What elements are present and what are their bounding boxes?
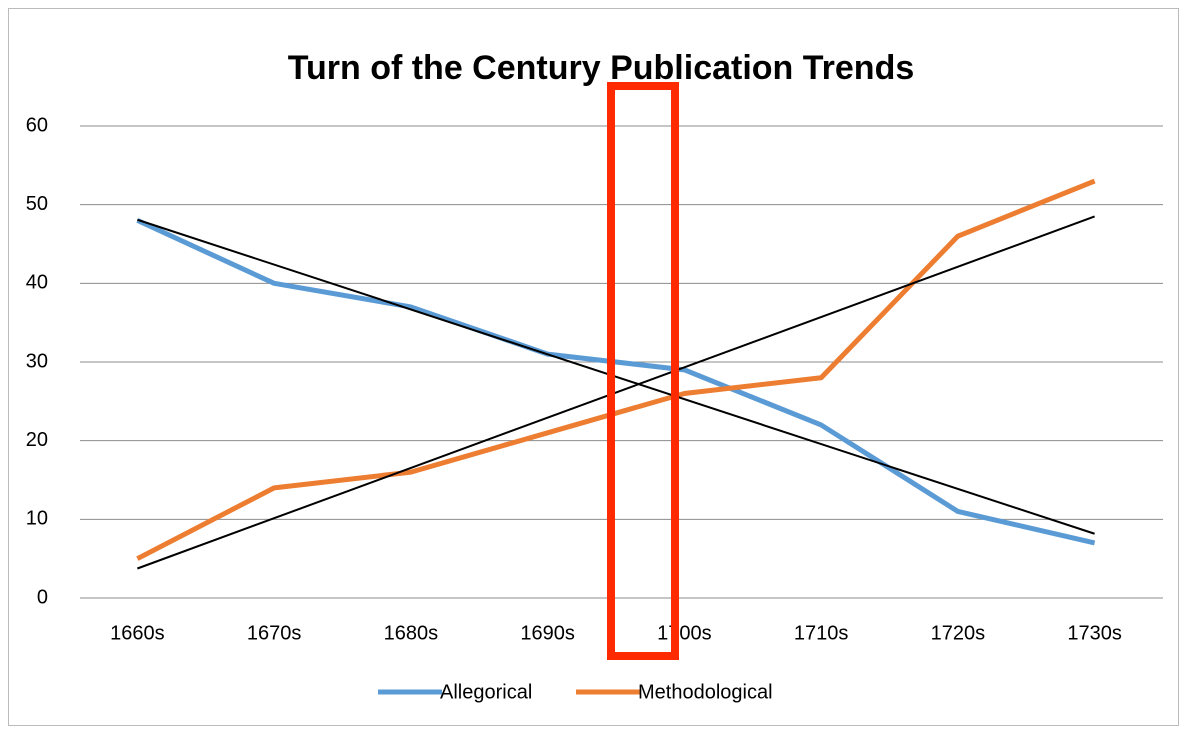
- plot-area: 0 10 20 30 40 50 60 1660s 1670s 1680s 1690s 1700s 17…: [26, 114, 1163, 703]
- legend-label: Methodological: [638, 681, 773, 703]
- x-tick-label: 1680s: [384, 622, 439, 644]
- x-tick-label: 1720s: [931, 622, 986, 644]
- y-tick-label: 60: [26, 114, 48, 136]
- x-tick-label: 1710s: [794, 622, 849, 644]
- series-line: [136, 178, 1096, 561]
- y-tick-label: 10: [26, 508, 48, 530]
- chart-title: Turn of the Century Publication Trends: [288, 49, 915, 87]
- highlight-box: [607, 82, 679, 660]
- x-tick-label: 1700s: [657, 622, 712, 644]
- series-line: [136, 218, 1096, 546]
- y-tick-label: 50: [26, 193, 48, 215]
- trendline: [137, 218, 1095, 535]
- y-tick-label: 40: [26, 272, 48, 294]
- x-tick-label: 1690s: [520, 622, 575, 644]
- y-tick-label: 20: [26, 429, 48, 451]
- y-tick-label: 30: [26, 350, 48, 372]
- x-tick-label: 1660s: [110, 622, 165, 644]
- legend-label: Allegorical: [440, 681, 532, 703]
- trendline: [137, 215, 1095, 570]
- x-tick-label: 1670s: [247, 622, 302, 644]
- x-tick-label: 1730s: [1067, 622, 1122, 644]
- chart-frame: [8, 8, 1179, 726]
- y-tick-label: 0: [37, 586, 48, 608]
